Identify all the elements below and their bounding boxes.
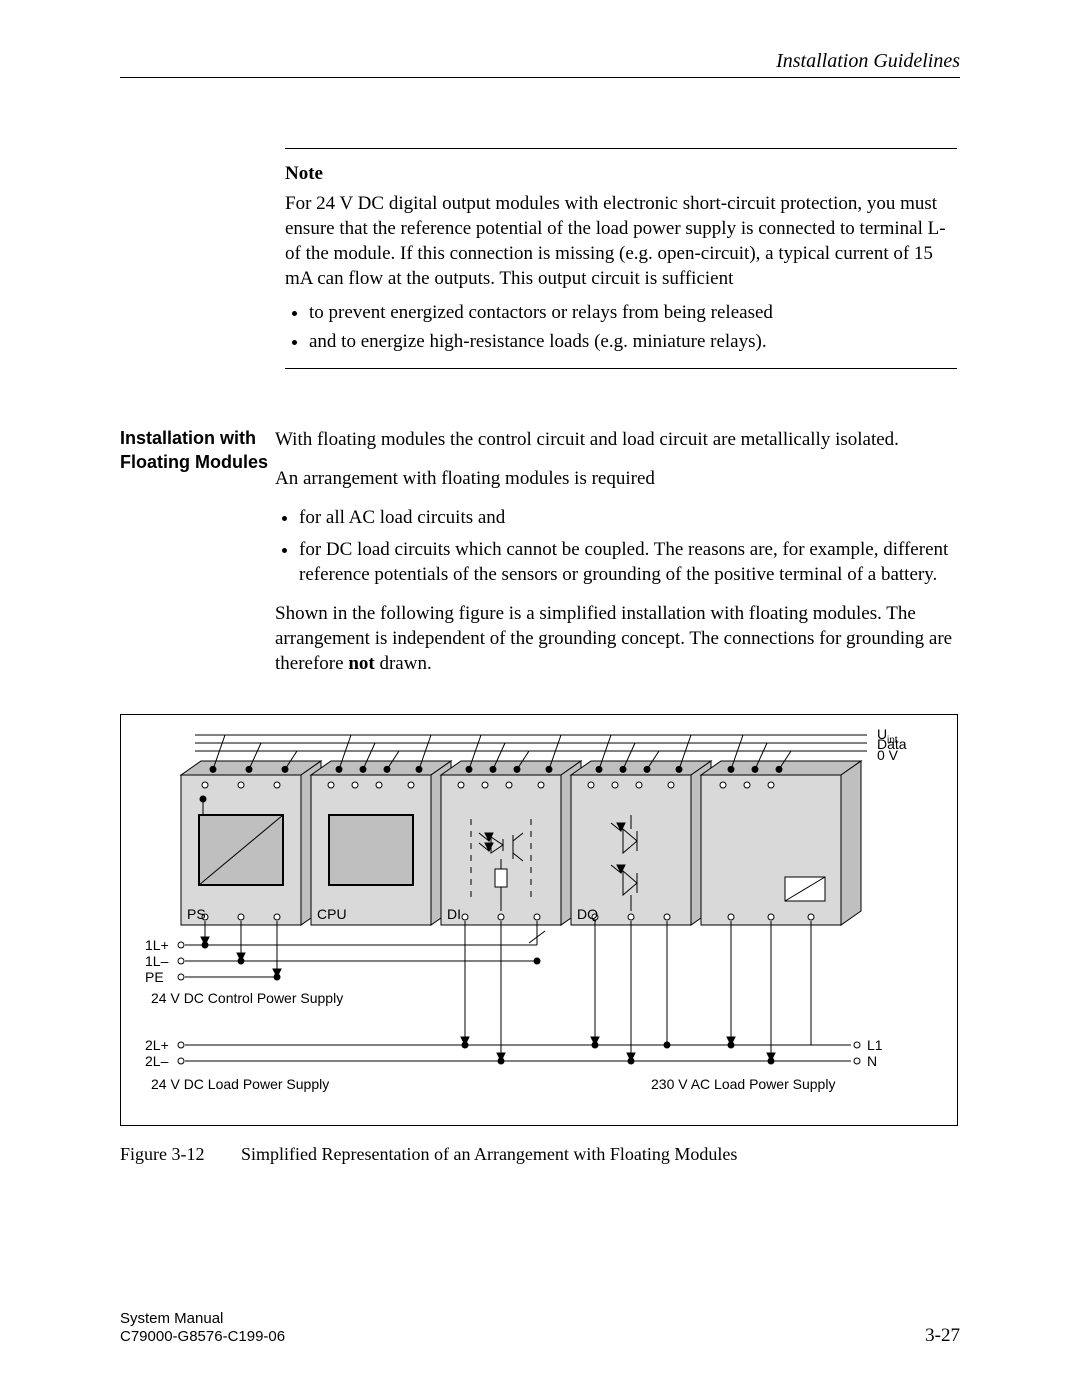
svg-text:L1: L1	[867, 1037, 883, 1053]
note-bullet: and to energize high-resistance loads (e…	[309, 328, 957, 357]
note-bullet: to prevent energized contactors or relay…	[309, 299, 957, 328]
section-bullet-list: for all AC load circuits and for DC load…	[275, 505, 960, 586]
section-p1: With floating modules the control circui…	[275, 427, 960, 452]
svg-text:24 V DC Control Power Supply: 24 V DC Control Power Supply	[151, 990, 343, 1006]
section-body: With floating modules the control circui…	[275, 427, 960, 690]
svg-text:PS: PS	[187, 906, 206, 922]
section-bullet: for all AC load circuits and	[299, 505, 960, 530]
svg-text:1L+: 1L+	[145, 937, 169, 953]
svg-text:N: N	[867, 1053, 877, 1069]
note-rule-bottom	[285, 368, 957, 369]
footer-docnum: C79000-G8576-C199-06	[120, 1328, 285, 1347]
note-block: Note For 24 V DC digital output modules …	[285, 148, 957, 369]
note-title: Note	[285, 163, 957, 185]
svg-text:PE: PE	[145, 969, 164, 985]
figure-number: Figure 3-12	[120, 1144, 205, 1164]
svg-text:2L–: 2L–	[145, 1053, 169, 1069]
figure-frame: UintData0 VPSCPUDIDQ1L+1L–PE2L+2L–L1N24 …	[120, 714, 958, 1126]
footer-page-number: 3-27	[925, 1325, 960, 1347]
section-bullet: for DC load circuits which cannot be cou…	[299, 537, 960, 587]
section-floating-modules: Installation with Floating Modules With …	[120, 427, 960, 690]
figure-caption: Figure 3-12 Simplified Representation of…	[120, 1144, 960, 1165]
note-body: For 24 V DC digital output modules with …	[285, 191, 957, 291]
svg-text:1L–: 1L–	[145, 953, 169, 969]
svg-text:2L+: 2L+	[145, 1037, 169, 1053]
section-p2: An arrangement with floating modules is …	[275, 466, 960, 491]
figure-svg: UintData0 VPSCPUDIDQ1L+1L–PE2L+2L–L1N24 …	[121, 715, 959, 1127]
footer-left: System Manual C79000-G8576-C199-06	[120, 1310, 285, 1348]
page-footer: System Manual C79000-G8576-C199-06 3-27	[120, 1310, 960, 1348]
figure-caption-text: Simplified Representation of an Arrangem…	[241, 1144, 737, 1164]
note-rule-top	[285, 148, 957, 149]
footer-manual: System Manual	[120, 1310, 285, 1329]
svg-text:DQ: DQ	[577, 906, 598, 922]
svg-text:DI: DI	[447, 906, 461, 922]
svg-text:0 V: 0 V	[877, 747, 899, 763]
note-bullet-list: to prevent energized contactors or relay…	[285, 299, 957, 356]
section-p3: Shown in the following figure is a simpl…	[275, 601, 960, 676]
section-p3-post: drawn.	[375, 653, 432, 674]
svg-text:24 V DC Load Power Supply: 24 V DC Load Power Supply	[151, 1076, 329, 1092]
section-p3-bold: not	[348, 653, 374, 674]
svg-text:230 V AC Load Power Supply: 230 V AC Load Power Supply	[651, 1076, 835, 1092]
svg-text:CPU: CPU	[317, 906, 347, 922]
header-rule	[120, 77, 960, 78]
section-heading: Installation with Floating Modules	[120, 427, 275, 474]
page-header-title: Installation Guidelines	[120, 50, 960, 73]
